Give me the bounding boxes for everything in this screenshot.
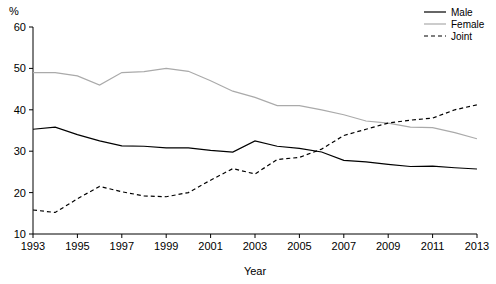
x-tick-label: 2001 [198,240,222,252]
y-tick [29,192,33,193]
legend-label: Joint [451,31,472,42]
y-tick [29,234,33,235]
legend-label: Female [451,19,485,30]
x-tick-label: 2005 [287,240,311,252]
y-tick [29,68,33,69]
x-tick-label: 2003 [243,240,267,252]
y-tick [29,109,33,110]
x-tick [388,234,389,238]
series-line [33,127,477,169]
x-tick [477,234,478,238]
x-tick-label: 1999 [154,240,178,252]
x-tick [210,234,211,238]
y-tick-label: 10 [14,228,26,240]
legend-label: Male [451,7,473,18]
y-tick-label: 60 [14,21,26,33]
x-tick [432,234,433,238]
x-axis-label: Year [244,265,267,277]
y-tick [29,151,33,152]
x-tick [299,234,300,238]
x-tick-label: 1993 [21,240,45,252]
y-tick-label: 30 [14,145,26,157]
y-axis [33,27,34,234]
x-tick [33,234,34,238]
x-tick-label: 2009 [376,240,400,252]
legend-swatch [424,23,446,24]
x-tick [166,234,167,238]
x-tick [343,234,344,238]
series-line [33,68,477,138]
x-tick-label: 1997 [110,240,134,252]
y-tick-label: 40 [14,104,26,116]
x-tick [255,234,256,238]
x-tick-label: 2011 [421,240,445,252]
x-tick [121,234,122,238]
plot-area [33,68,477,212]
chart: 10 20 30 40 50 60 1993 1995 1997 1999 2001 2003 2005… [0,0,496,284]
x-tick-label: 2013 [465,240,489,252]
series-line [33,105,477,213]
x-tick-label: 1995 [65,240,89,252]
y-tick-label: 20 [14,187,26,199]
y-axis-label: % [9,5,19,17]
x-tick-label: 2007 [332,240,356,252]
x-tick [77,234,78,238]
y-tick-label: 50 [14,62,26,74]
legend-swatch [424,11,446,12]
legend-swatch [424,35,446,36]
y-tick [29,27,33,28]
